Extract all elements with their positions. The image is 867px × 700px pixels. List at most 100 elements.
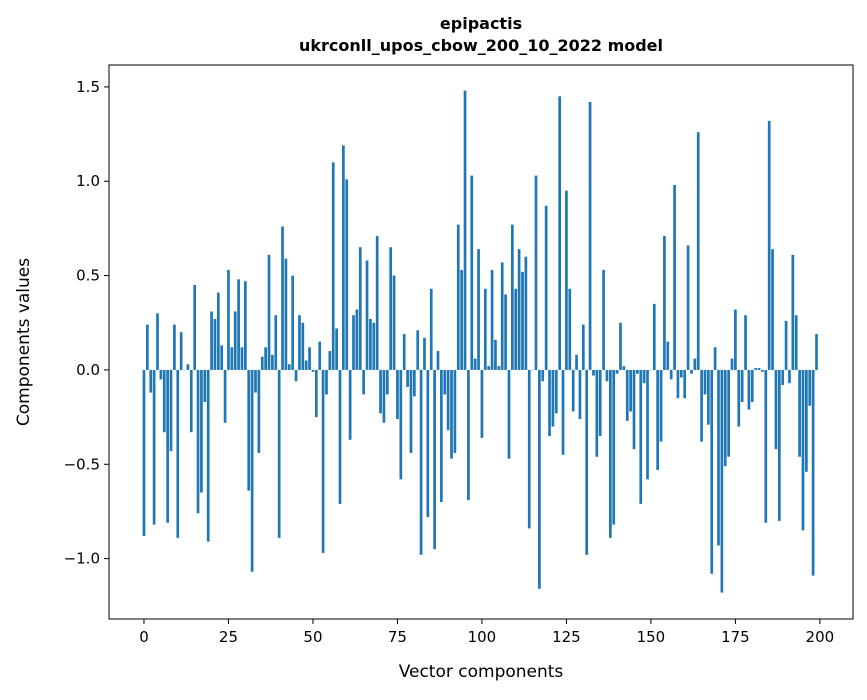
bar-132 bbox=[589, 102, 592, 370]
bar-145 bbox=[633, 370, 636, 449]
bar-54 bbox=[325, 370, 328, 395]
x-tick-label: 175 bbox=[721, 628, 750, 646]
bar-127 bbox=[572, 370, 575, 412]
bar-165 bbox=[700, 370, 703, 442]
bar-100 bbox=[481, 370, 484, 438]
x-tick-label: 0 bbox=[139, 628, 149, 646]
bar-85 bbox=[430, 289, 433, 370]
bar-107 bbox=[504, 294, 507, 369]
bar-69 bbox=[376, 236, 379, 370]
bar-131 bbox=[585, 370, 588, 555]
bar-33 bbox=[254, 370, 257, 393]
y-tick-label: 1.5 bbox=[76, 78, 100, 96]
bar-91 bbox=[450, 370, 453, 459]
bar-182 bbox=[758, 368, 761, 370]
bar-116 bbox=[535, 176, 538, 370]
bar-186 bbox=[771, 249, 774, 370]
bar-72 bbox=[386, 370, 389, 395]
bar-198 bbox=[812, 370, 815, 576]
bar-121 bbox=[552, 370, 555, 427]
bar-126 bbox=[568, 289, 571, 370]
bar-187 bbox=[775, 370, 778, 449]
bar-1 bbox=[146, 325, 149, 370]
bar-41 bbox=[281, 227, 284, 370]
bar-179 bbox=[748, 370, 751, 410]
bar-183 bbox=[761, 370, 764, 372]
x-tick-label: 25 bbox=[219, 628, 238, 646]
bar-57 bbox=[335, 328, 338, 370]
bar-16 bbox=[197, 370, 200, 513]
bar-32 bbox=[251, 370, 254, 572]
bar-124 bbox=[562, 370, 565, 455]
bar-34 bbox=[258, 370, 261, 453]
bar-7 bbox=[166, 370, 169, 523]
bar-73 bbox=[389, 247, 392, 370]
bar-36 bbox=[264, 347, 267, 370]
bar-3 bbox=[153, 370, 156, 525]
x-tick-label: 125 bbox=[552, 628, 581, 646]
bar-18 bbox=[203, 370, 206, 402]
bar-80 bbox=[413, 370, 416, 396]
y-tick-label: 1.0 bbox=[76, 172, 100, 190]
bar-185 bbox=[768, 121, 771, 370]
bar-78 bbox=[406, 370, 409, 387]
bar-174 bbox=[731, 359, 734, 370]
bar-112 bbox=[521, 272, 524, 370]
bar-190 bbox=[785, 321, 788, 370]
bar-105 bbox=[497, 366, 500, 370]
bar-68 bbox=[372, 323, 375, 370]
y-tick-label: −0.5 bbox=[64, 455, 100, 473]
bar-45 bbox=[295, 370, 298, 381]
bar-42 bbox=[285, 259, 288, 370]
bar-191 bbox=[788, 370, 791, 383]
bar-37 bbox=[268, 255, 271, 370]
bar-118 bbox=[541, 370, 544, 381]
bar-194 bbox=[798, 370, 801, 457]
bar-120 bbox=[548, 370, 551, 436]
bar-31 bbox=[247, 370, 250, 491]
bar-169 bbox=[714, 347, 717, 370]
bar-139 bbox=[612, 370, 615, 525]
bar-98 bbox=[474, 359, 477, 370]
bar-153 bbox=[660, 370, 663, 442]
bar-176 bbox=[737, 370, 740, 427]
bar-19 bbox=[207, 370, 210, 542]
bar-175 bbox=[734, 310, 737, 370]
bar-102 bbox=[487, 366, 490, 370]
bar-140 bbox=[616, 370, 619, 374]
bar-59 bbox=[342, 145, 345, 370]
bar-29 bbox=[241, 347, 244, 370]
bar-137 bbox=[606, 370, 609, 381]
bar-173 bbox=[727, 370, 730, 457]
bar-117 bbox=[538, 370, 541, 589]
bar-27 bbox=[234, 311, 237, 369]
bar-28 bbox=[237, 279, 240, 370]
bar-49 bbox=[308, 347, 311, 370]
bar-51 bbox=[315, 370, 318, 417]
bar-108 bbox=[508, 370, 511, 459]
bar-77 bbox=[403, 334, 406, 370]
bar-52 bbox=[318, 342, 321, 370]
bar-99 bbox=[477, 249, 480, 370]
bar-189 bbox=[781, 370, 784, 385]
bar-152 bbox=[656, 370, 659, 470]
bar-135 bbox=[599, 370, 602, 436]
bar-66 bbox=[366, 260, 369, 369]
bar-84 bbox=[427, 370, 430, 517]
bar-178 bbox=[744, 315, 747, 370]
bar-60 bbox=[345, 179, 348, 370]
bar-93 bbox=[457, 225, 460, 370]
bar-199 bbox=[815, 334, 818, 370]
bar-21 bbox=[214, 319, 217, 370]
bar-148 bbox=[643, 370, 646, 383]
bar-128 bbox=[575, 355, 578, 370]
bars-group bbox=[143, 91, 818, 593]
bar-113 bbox=[525, 257, 528, 370]
bar-46 bbox=[298, 315, 301, 370]
bar-13 bbox=[187, 364, 190, 370]
bar-64 bbox=[359, 247, 362, 370]
bar-5 bbox=[160, 370, 163, 379]
x-axis-label: Vector components bbox=[399, 662, 564, 682]
bar-79 bbox=[410, 370, 413, 453]
